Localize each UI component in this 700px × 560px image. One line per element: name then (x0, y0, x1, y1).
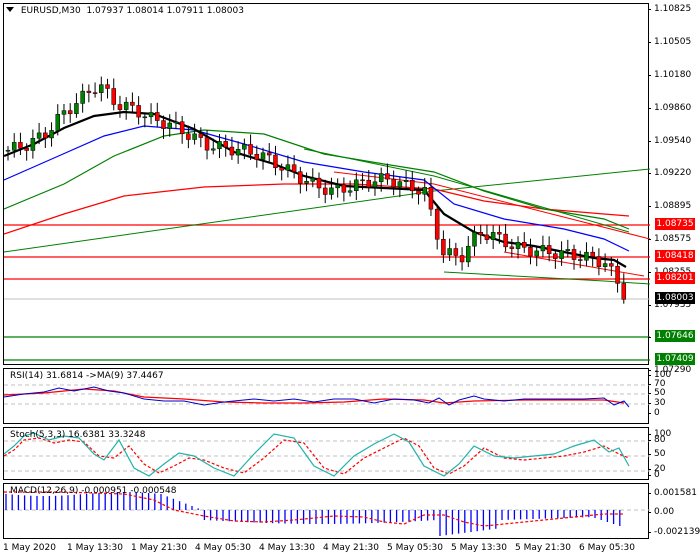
macd-canvas (4, 491, 650, 536)
macd-axis: 0.001581 0.00 -0.002139 (647, 483, 700, 539)
time-label: 1 May 21:30 (131, 543, 187, 553)
rsi-pane[interactable]: RSI(14) 31.6814 ->MA(9) 37.4467 (3, 368, 650, 424)
low-value: 1.07911 (166, 6, 204, 16)
time-label: 1 May 13:30 (67, 543, 123, 553)
macd-pane[interactable]: MACD(12,26,9) -0.000951 -0.000548 (3, 483, 650, 539)
rsi-label: RSI(14) 31.6814 ->MA(9) 37.4467 (10, 371, 164, 381)
price-tag-resistance-2: 1.08418 (655, 250, 695, 262)
time-label: 5 May 21:30 (515, 543, 571, 553)
stoch-label: Stoch(5,3,3) 16.6381 33.3248 (10, 430, 146, 440)
time-label: 4 May 21:30 (323, 543, 379, 553)
symbol-label: EURUSD,M30 (20, 6, 81, 16)
price-axis[interactable]: 1.10825 1.10505 1.10180 1.09860 1.09540 … (647, 0, 700, 375)
close-value: 1.08003 (206, 6, 244, 16)
price-tag-current: 1.08003 (655, 292, 695, 304)
price-tag-resistance-1: 1.08735 (655, 218, 695, 230)
chart-title: EURUSD,M30 1.07937 1.08014 1.07911 1.080… (6, 6, 244, 16)
price-tag-resistance-3: 1.08201 (655, 272, 695, 284)
time-label: 4 May 05:30 (195, 543, 251, 553)
time-label: 1 May 2020 (3, 543, 56, 553)
macd-label: MACD(12,26,9) -0.000951 -0.000548 (10, 486, 177, 496)
time-label: 4 May 13:30 (259, 543, 315, 553)
price-tag-support-2: 1.07409 (655, 353, 695, 365)
price-chart-pane[interactable] (3, 3, 650, 365)
stochastic-pane[interactable]: Stoch(5,3,3) 16.6381 33.3248 (3, 427, 650, 480)
high-value: 1.08014 (126, 6, 164, 16)
price-tag-support-1: 1.07646 (655, 330, 695, 342)
open-value: 1.07937 (86, 6, 124, 16)
rsi-canvas (4, 384, 650, 408)
rsi-axis: 100 70 50 30 0 (647, 368, 700, 424)
price-chart-canvas (4, 76, 650, 361)
time-label: 6 May 05:30 (579, 543, 635, 553)
stoch-canvas (4, 432, 650, 477)
triangle-down-icon[interactable] (6, 7, 14, 12)
time-label: 5 May 13:30 (451, 543, 507, 553)
candlesticks (5, 76, 627, 304)
stoch-axis: 100 80 50 20 0 (647, 427, 700, 480)
time-label: 5 May 05:30 (387, 543, 443, 553)
